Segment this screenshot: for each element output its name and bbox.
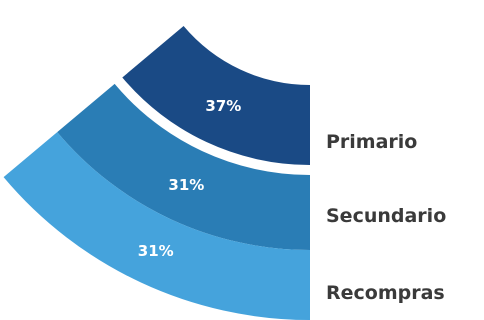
band-secundario (57, 83, 310, 250)
chart-bands (3, 26, 310, 320)
value-label-secundario: 31% (168, 176, 204, 194)
chart-labels: 37% Primario 31% Secundario 31% Recompras (138, 97, 446, 304)
category-label-secundario: Secundario (326, 205, 446, 227)
band-primario (122, 26, 310, 166)
band-recompras (3, 132, 310, 320)
value-label-recompras: 31% (138, 242, 174, 260)
category-label-primario: Primario (326, 131, 417, 153)
category-label-recompras: Recompras (326, 282, 445, 304)
value-label-primario: 37% (205, 97, 241, 115)
